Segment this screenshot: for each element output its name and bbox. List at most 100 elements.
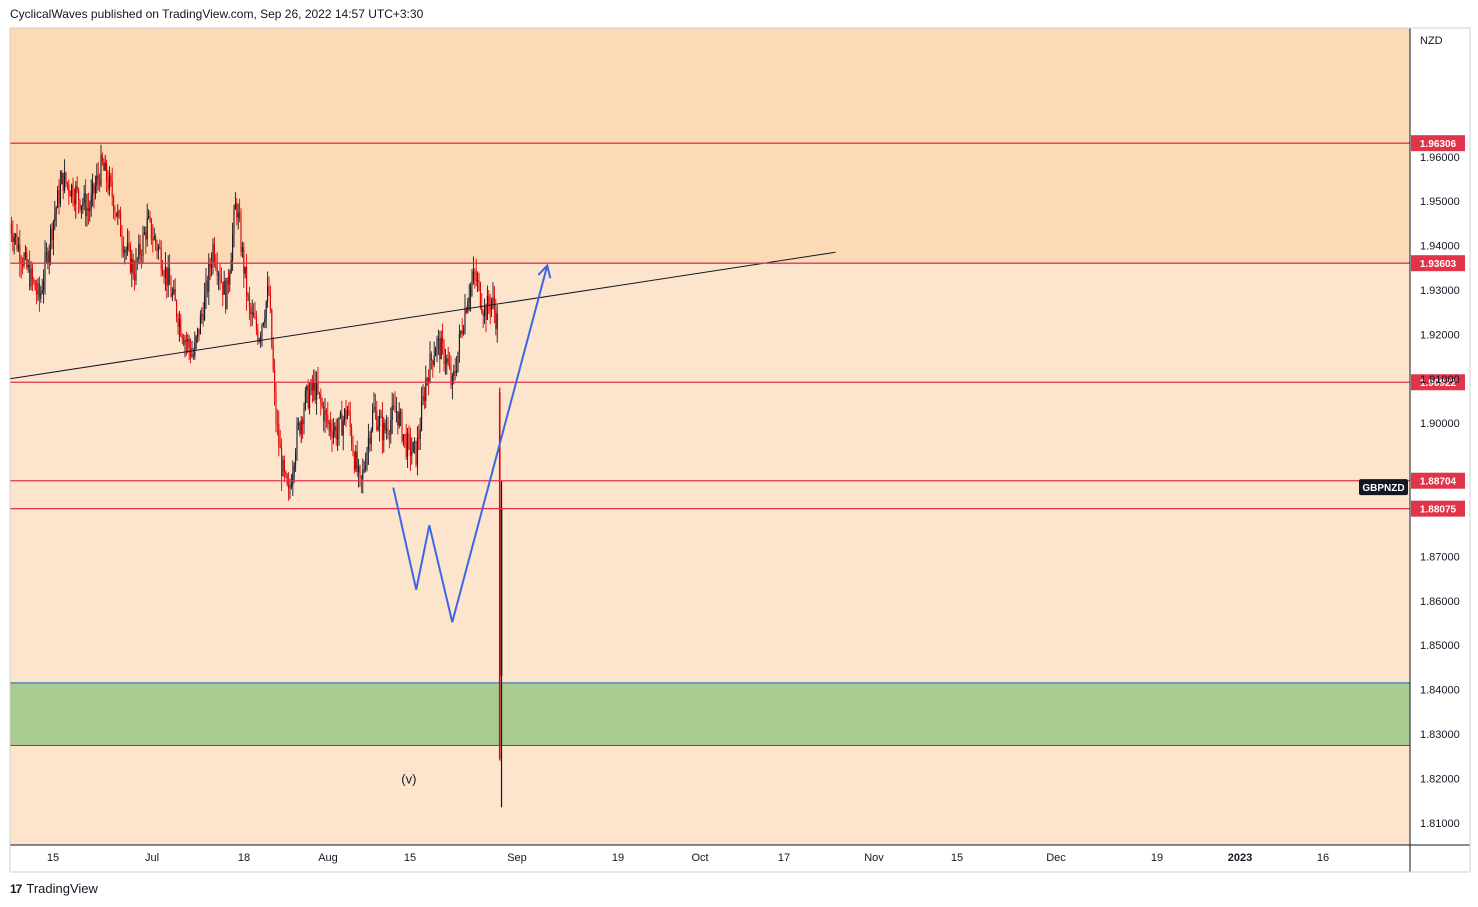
candle-body [484,306,486,317]
candle-body [425,379,427,401]
candle-body [111,181,113,198]
candle-body [51,228,53,240]
candle-body [26,252,28,268]
x-tick-label: 17 [778,852,790,864]
candle-body [300,420,302,434]
candle-body [114,211,116,213]
candle-body [432,360,434,365]
candle-body [170,284,172,297]
candle-body [10,223,12,234]
candle-body [426,378,428,380]
candle-body [197,328,199,337]
level-label-1: 1.93603 [1420,259,1457,270]
candle-body [138,243,140,260]
candle-body [330,422,332,432]
candle-body [366,449,368,467]
candle-body [443,342,445,364]
candle-body [69,192,71,197]
candle-body [110,175,112,182]
candle-body [359,466,361,476]
candle-body [122,244,124,253]
candle-body [143,232,145,235]
candle-body [99,179,101,185]
candle-body [286,474,288,485]
candle-body [492,297,494,300]
y-tick-label: 1.85000 [1420,640,1460,652]
green-support-zone [10,682,1410,746]
candle-body [437,338,439,341]
candle-body [251,312,253,315]
candle-body [194,342,196,357]
candle-body [45,252,47,255]
candle-body [402,434,404,441]
candle-body [232,233,234,261]
candle-body [334,426,336,431]
candle-body [219,274,221,281]
candle-body [279,445,281,449]
candle-body [162,269,164,275]
candle-body [407,433,409,457]
candle-body [93,183,95,194]
candle-body [344,409,346,421]
candle-body [195,336,197,343]
candle-body [295,452,297,466]
candle-body [239,212,241,219]
candle-body [43,281,45,291]
candle-body [23,256,25,266]
candle-body [440,337,442,360]
candle-body [34,281,36,291]
candle-body [108,175,110,190]
footer: 17 TradingView [10,881,98,896]
candle-body [118,211,120,213]
candle-body [390,420,392,435]
candle-body [96,175,98,186]
candle-body [13,237,15,243]
candle-body [454,370,456,373]
candle-body [289,486,291,489]
candle-body [180,319,182,336]
x-tick-label: 15 [47,852,59,864]
candle-body [465,309,467,313]
candle-body [394,406,396,413]
candle-body [115,212,117,217]
candle-body [401,412,403,441]
candle-body [409,436,411,456]
candle-body [83,193,85,204]
candle-body [479,283,481,307]
x-tick-label: 15 [404,852,416,864]
candle-body [201,314,203,316]
candle-body [496,313,498,329]
candle-body [416,438,418,465]
candle-body [267,286,269,302]
candle-body [302,420,304,425]
y-tick-label: 1.83000 [1420,729,1460,741]
candle-body [222,282,224,295]
candle-body [87,207,89,211]
candle-body [460,331,462,334]
candle-body [57,190,59,208]
candle-body [265,301,267,319]
y-tick-label: 1.96000 [1420,152,1460,164]
candle-body [64,172,66,191]
currency-label: NZD [1420,35,1443,47]
candle-body [169,268,171,285]
candle-body [288,484,290,489]
candle-body [136,258,138,260]
x-tick-label: Sep [507,852,527,864]
candle-body [386,428,388,431]
candle-body [268,286,270,294]
candle-body [415,441,417,465]
candle-body [387,428,389,434]
candle-body [55,207,57,215]
candle-body [395,411,397,413]
candle-body [153,235,155,240]
candle-body [129,245,131,273]
candle-body [475,273,477,282]
candle-body [86,207,88,217]
brand-name: TradingView [26,881,98,896]
candle-body [356,451,358,473]
candle-body [423,395,425,401]
candle-body [190,347,192,357]
candle-body [444,362,446,364]
